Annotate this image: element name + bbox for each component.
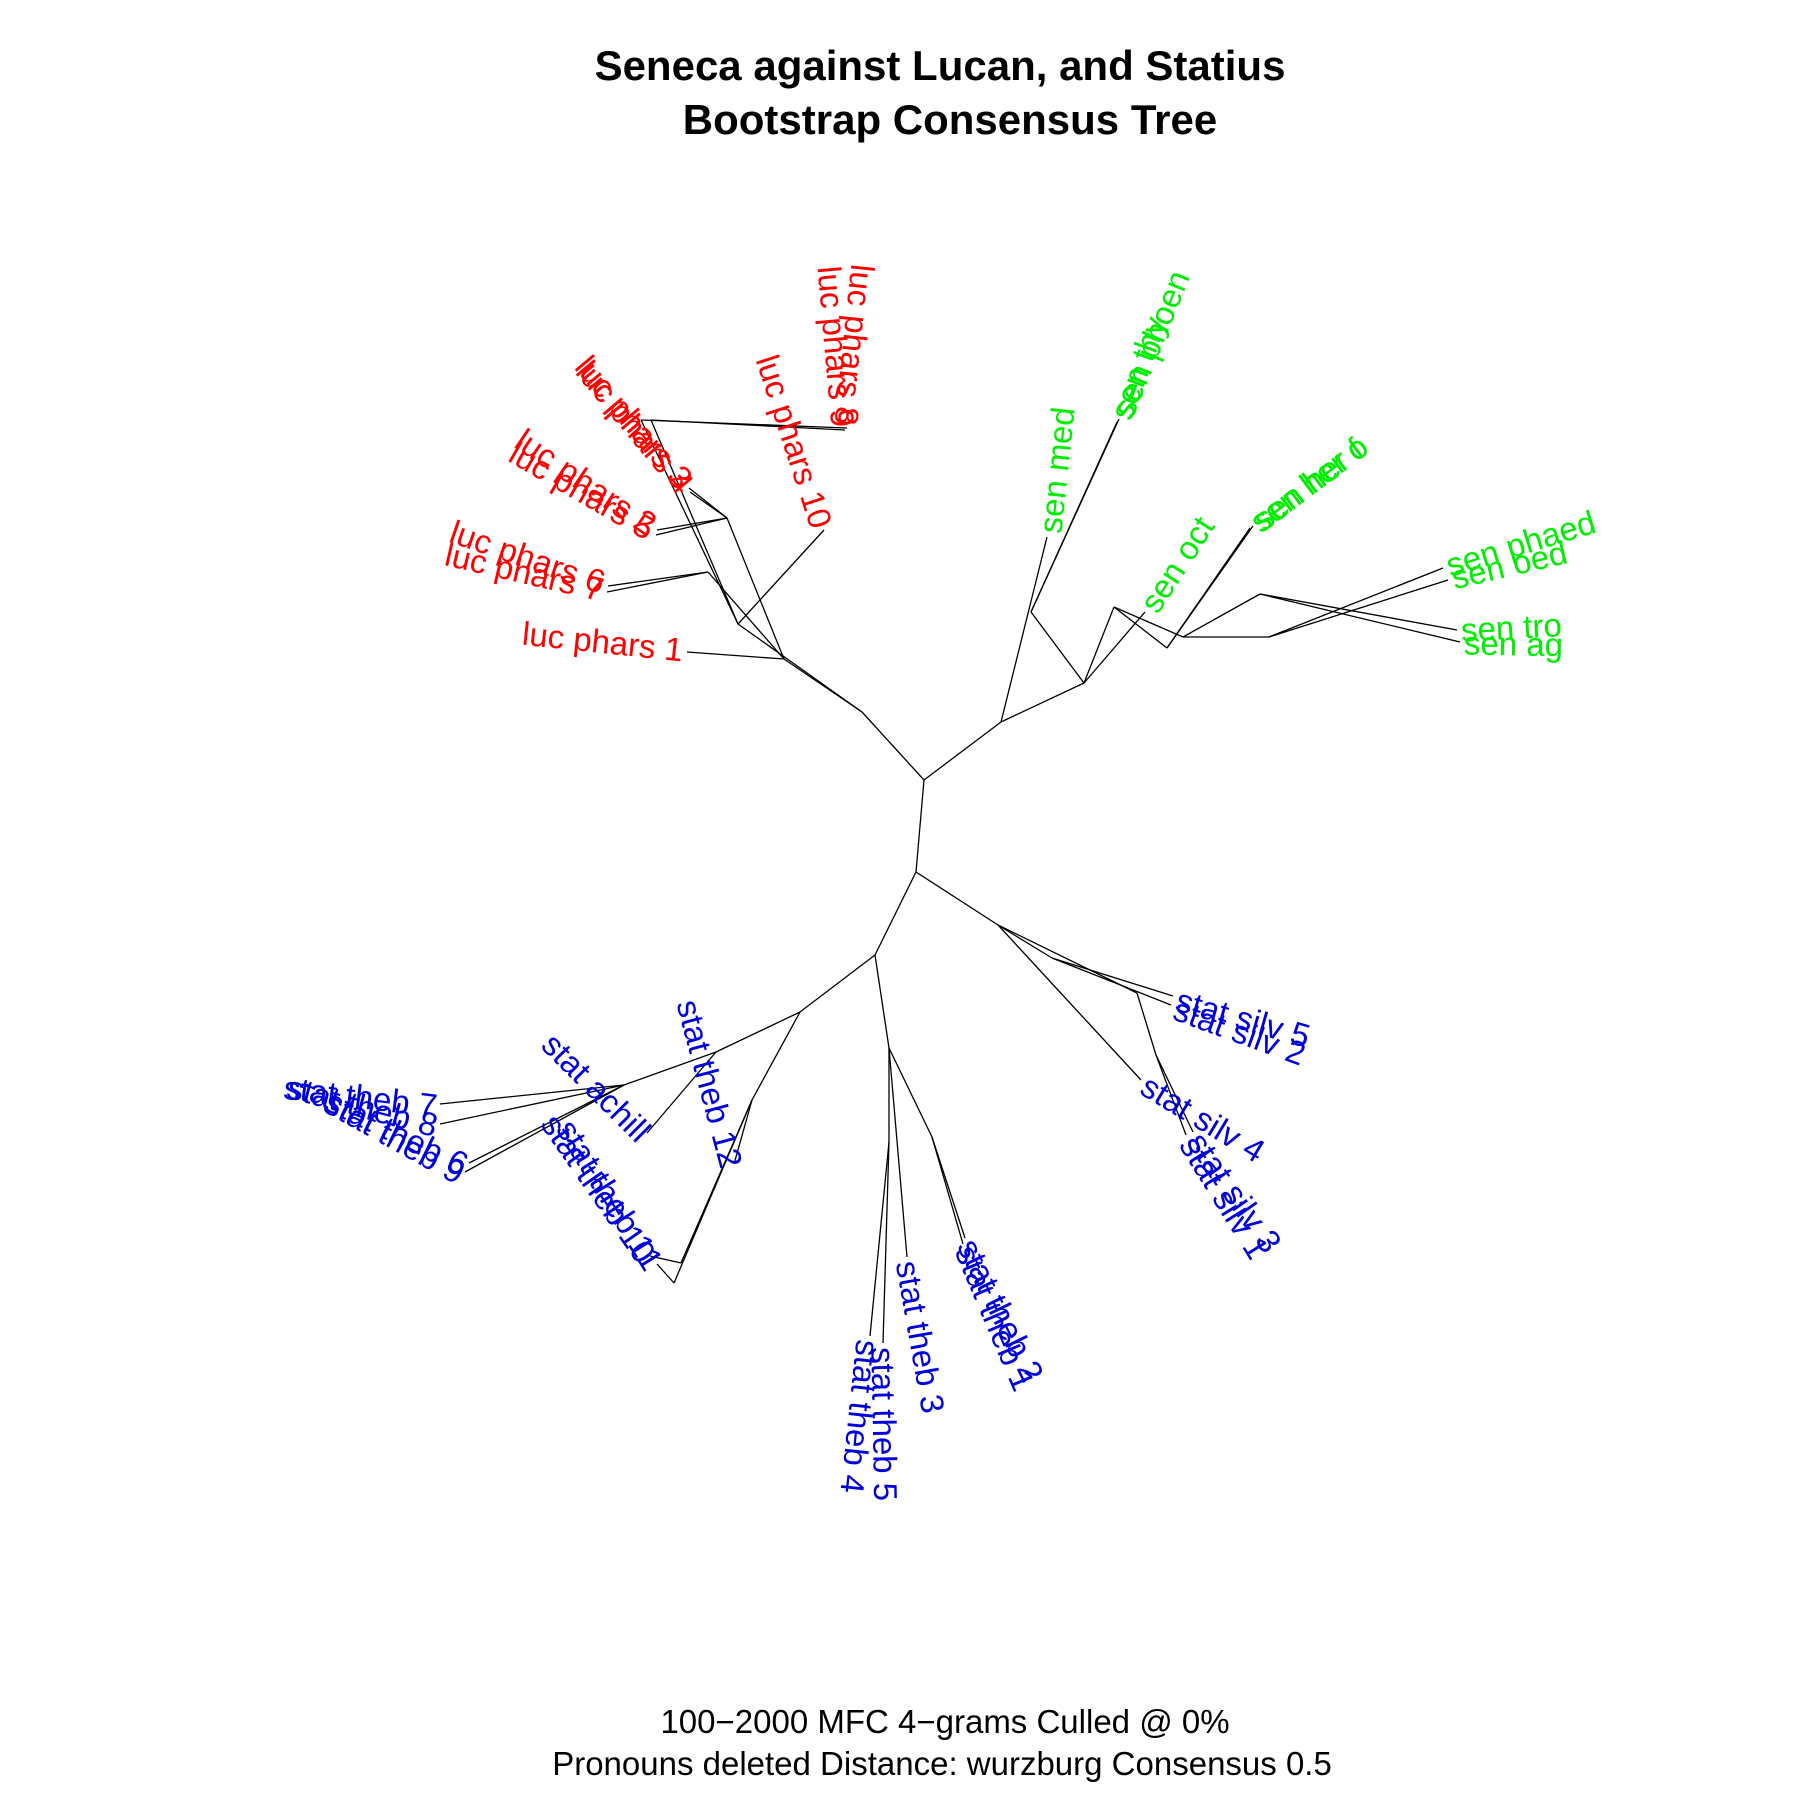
tip-branch [1259, 593, 1458, 631]
tree-branch [861, 711, 925, 781]
tip-branch [649, 1255, 682, 1264]
tree-branch [751, 1011, 801, 1101]
tree-branch [1083, 606, 1115, 684]
tree-branch [923, 721, 1002, 781]
tip-branch [1000, 536, 1048, 723]
tip-branch [997, 924, 1142, 1081]
tip-branch [1083, 611, 1146, 684]
tip-branch [646, 1051, 717, 1134]
tip-branch [869, 1141, 890, 1337]
tree-branch [874, 954, 890, 1049]
tip-branch [1155, 1054, 1187, 1136]
tree-branch [1030, 611, 1085, 684]
tip-branch [1051, 957, 1174, 997]
tip-label: stat theb 12 [669, 996, 749, 1172]
tip-branch [607, 571, 709, 587]
tip-branch [1051, 957, 1172, 1006]
chart-title-line-2: Bootstrap Consensus Tree [683, 96, 1217, 143]
tip-branch [640, 419, 848, 429]
tree-branch [623, 1051, 717, 1086]
tip-branch [464, 1084, 625, 1173]
tip-label: sen her f [1246, 430, 1371, 537]
tip-label: sen phoen [1105, 265, 1197, 422]
tip-label: stat theb 5 [865, 1347, 905, 1502]
tip-branch [606, 571, 709, 593]
tip-branch [733, 1099, 753, 1165]
tree-branch [1113, 606, 1184, 638]
tip-branch [888, 1047, 908, 1258]
tip-branch [686, 651, 785, 660]
tip-branch [1268, 579, 1449, 638]
tip-branch [931, 1136, 964, 1245]
tree-branch [874, 871, 917, 956]
tree-branch [888, 1047, 933, 1138]
tip-branch [1259, 593, 1461, 643]
tip-branch [468, 1084, 625, 1164]
tip-branch [1155, 1054, 1194, 1133]
tree-branch [1000, 682, 1085, 723]
tip-label: sen oct [1132, 510, 1221, 619]
tip-label: luc phars 1 [521, 615, 685, 669]
tip-branch [882, 1141, 890, 1344]
tip-branch [656, 517, 728, 531]
tip-branch [439, 1084, 625, 1125]
tip-branch [1166, 525, 1254, 649]
tree-branch [997, 924, 1138, 994]
tree-branch [680, 1099, 753, 1264]
tree-branch [1136, 992, 1157, 1056]
tip-branch [439, 1084, 625, 1105]
chart-title-line-1: Seneca against Lucan, and Statius [595, 42, 1286, 89]
tip-label: sen ag [1464, 625, 1564, 664]
tree-branch [799, 954, 876, 1013]
tip-label: sen tro [1460, 606, 1563, 648]
tree-branch [640, 419, 739, 625]
tip-branch [688, 487, 728, 519]
tree-branch [997, 924, 1053, 959]
tip-branch [1268, 567, 1444, 638]
tree-branch [1113, 606, 1168, 649]
tip-branch [656, 1263, 675, 1284]
tree-branch [915, 871, 999, 926]
tip-branch [737, 529, 825, 625]
tree-branch [650, 419, 739, 625]
tree-branch [915, 779, 925, 873]
tree-branch [726, 517, 785, 660]
caption-line-2: Pronouns deleted Distance: wurzburg Cons… [552, 1745, 1332, 1782]
tree-branches [439, 418, 1461, 1344]
tree-branch [737, 623, 863, 713]
tree-branch [1182, 593, 1261, 638]
tree-branch [715, 1011, 801, 1053]
tip-branch [1030, 418, 1120, 613]
caption-line-1: 100−2000 MFC 4−grams Culled @ 0% [660, 1703, 1229, 1740]
tip-branch [655, 517, 728, 536]
